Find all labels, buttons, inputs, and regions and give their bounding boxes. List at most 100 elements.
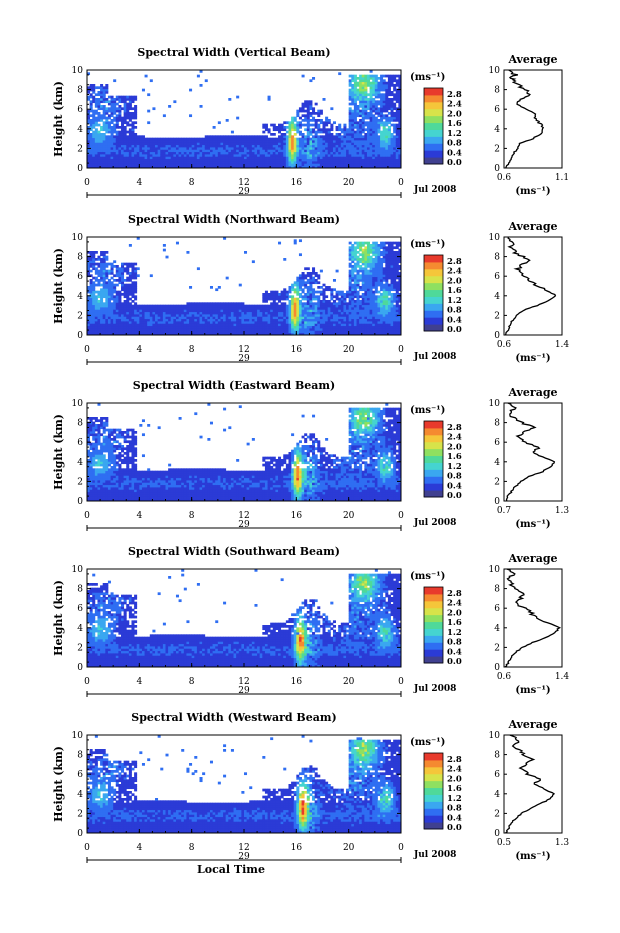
heatmap-cell xyxy=(325,140,328,143)
heatmap-cell xyxy=(113,128,116,131)
heatmap-cell xyxy=(281,149,284,152)
heatmap-cell xyxy=(108,321,111,324)
heatmap-cell xyxy=(351,326,354,329)
heatmap-cell xyxy=(171,328,174,331)
heatmap-cell xyxy=(186,319,189,322)
heatmap-cell xyxy=(189,156,192,159)
heatmap-cell xyxy=(299,107,302,110)
heatmap-cell xyxy=(220,316,223,319)
heatmap-cell xyxy=(309,133,312,136)
heatmap-cell xyxy=(215,309,218,312)
heatmap-cell xyxy=(294,319,297,322)
heatmap-cell xyxy=(312,154,315,157)
heatmap-cell xyxy=(364,272,367,275)
heatmap-cell xyxy=(100,284,103,287)
heatmap-cell xyxy=(103,326,106,329)
heatmap-cell xyxy=(299,319,302,322)
heatmap-cell xyxy=(173,147,176,150)
heatmap-cell xyxy=(370,288,373,291)
heatmap-cell xyxy=(168,154,171,157)
heatmap-cell xyxy=(118,105,121,108)
heatmap-cell xyxy=(291,295,294,298)
heatmap-cell xyxy=(375,300,378,303)
heatmap-cell xyxy=(152,312,155,315)
heatmap-cell xyxy=(325,286,328,289)
heatmap-cell xyxy=(150,163,153,166)
heatmap-cell xyxy=(108,284,111,287)
heatmap-cell xyxy=(134,272,137,275)
heatmap-cell xyxy=(364,242,367,245)
heatmap-cell xyxy=(124,323,127,326)
heatmap-cell xyxy=(364,305,367,308)
heatmap-cell xyxy=(307,314,310,317)
heatmap-cell xyxy=(349,314,352,317)
heatmap-cell xyxy=(309,328,312,331)
heatmap-cell xyxy=(100,133,103,136)
heatmap-cell xyxy=(231,163,234,166)
heatmap-cell xyxy=(338,319,341,322)
heatmap-cell xyxy=(265,156,268,159)
heatmap-cell xyxy=(184,314,187,317)
heatmap-cell xyxy=(375,142,378,145)
heatmap-cell xyxy=(142,326,145,329)
heatmap-cell xyxy=(278,159,281,162)
heatmap-cell xyxy=(364,133,367,136)
heatmap-cell xyxy=(103,138,106,141)
heatmap-cell xyxy=(302,272,305,275)
heatmap-cell xyxy=(333,307,336,310)
heatmap-cell xyxy=(273,302,276,305)
heatmap-cell xyxy=(309,277,312,280)
heatmap-cell xyxy=(349,107,352,110)
heatmap-cell xyxy=(124,284,127,287)
heatmap-cell xyxy=(391,82,394,85)
heatmap-cell xyxy=(150,152,153,155)
heatmap-cell xyxy=(105,277,108,280)
heatmap-cell xyxy=(145,307,148,310)
heatmap-cell xyxy=(302,114,305,117)
heatmap-cell xyxy=(90,138,93,141)
heatmap-cell xyxy=(370,142,373,145)
heatmap-cell xyxy=(323,321,326,324)
heatmap-cell xyxy=(357,281,360,284)
heatmap-cell xyxy=(296,156,299,159)
heatmap-cell xyxy=(186,328,189,331)
heatmap-cell xyxy=(158,161,161,164)
heatmap-cell xyxy=(207,142,210,145)
heatmap-cell xyxy=(288,295,291,298)
heatmap-cell xyxy=(179,138,182,141)
heatmap-cell xyxy=(283,305,286,308)
heatmap-cell xyxy=(142,149,145,152)
heatmap-cell xyxy=(380,79,383,82)
heatmap-cell xyxy=(249,159,252,162)
heatmap-cell xyxy=(200,321,203,324)
heatmap-cell xyxy=(357,107,360,110)
heatmap-cell xyxy=(375,75,378,78)
heatmap-cell xyxy=(302,298,305,301)
heatmap-cell xyxy=(173,163,176,166)
heatmap-cell xyxy=(189,312,192,315)
heatmap-cell xyxy=(176,152,179,155)
heatmap-cell xyxy=(100,128,103,131)
heatmap-cell xyxy=(241,149,244,152)
heatmap-cell xyxy=(351,258,354,261)
heatmap-cell xyxy=(372,251,375,254)
heatmap-cell xyxy=(186,312,189,315)
heatmap-cell xyxy=(286,140,289,143)
heatmap-cell xyxy=(385,131,388,134)
heatmap-cell xyxy=(351,328,354,331)
heatmap-cell xyxy=(333,295,336,298)
heatmap-cell xyxy=(131,267,134,270)
heatmap-cell xyxy=(207,147,210,150)
heatmap-cell xyxy=(309,145,312,148)
heatmap-cell xyxy=(391,93,394,96)
heatmap-cell xyxy=(234,330,237,333)
heatmap-cell xyxy=(126,295,129,298)
heatmap-cell xyxy=(192,314,195,317)
heatmap-cell xyxy=(163,312,166,315)
heatmap-cell xyxy=(393,117,396,120)
heatmap-cell xyxy=(95,128,98,131)
heatmap-cell xyxy=(116,152,119,155)
heatmap-cell xyxy=(291,152,294,155)
heatmap-cell xyxy=(367,149,370,152)
heatmap-cell xyxy=(158,314,161,317)
